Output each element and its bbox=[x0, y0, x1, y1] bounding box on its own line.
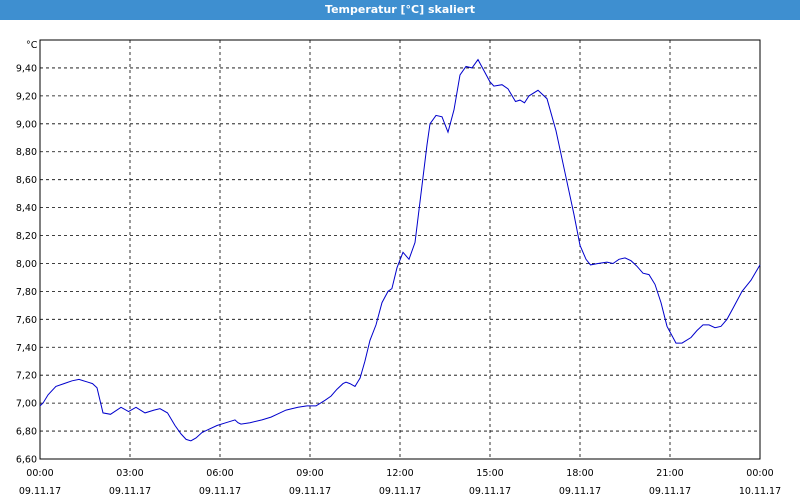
x-tick-time-label: 12:00 bbox=[386, 468, 413, 479]
x-tick-time-label: 00:00 bbox=[26, 468, 53, 479]
y-tick-label: 7,20 bbox=[16, 371, 37, 382]
y-tick-label: 7,40 bbox=[16, 343, 37, 354]
y-tick-label: 6,80 bbox=[16, 427, 37, 438]
x-tick-labels: 00:00 09.11.17 03:00 09.11.17 06:00 09.11.17 0… bbox=[19, 468, 781, 497]
y-axis-unit-label: °C bbox=[26, 40, 38, 51]
y-tick-label: 8,60 bbox=[16, 175, 37, 186]
x-tick-date-label: 09.11.17 bbox=[559, 486, 601, 497]
y-tick-labels: 6,60 6,80 7,00 7,20 7,40 7,60 7,80 8,00 8,20 8,40… bbox=[16, 63, 37, 465]
plot-frame bbox=[39, 39, 761, 460]
y-tick-label: 7,00 bbox=[16, 399, 37, 410]
x-tick-time-label: 00:00 bbox=[746, 468, 773, 479]
y-tick-label: 9,20 bbox=[16, 91, 37, 102]
x-tick-time-label: 15:00 bbox=[476, 468, 503, 479]
x-tick-date-label: 09.11.17 bbox=[109, 486, 151, 497]
grid-lines bbox=[40, 40, 760, 459]
temperature-series-line bbox=[39, 58, 761, 442]
x-tick-date-label: 09.11.17 bbox=[199, 486, 241, 497]
x-tick-date-label: 09.11.17 bbox=[19, 486, 61, 497]
y-tick-label: 7,80 bbox=[16, 287, 37, 298]
y-tick-label: 8,00 bbox=[16, 259, 37, 270]
y-tick-label: 9,00 bbox=[16, 119, 37, 130]
x-tick-time-label: 06:00 bbox=[206, 468, 233, 479]
x-tick-date-label: 09.11.17 bbox=[469, 486, 511, 497]
x-tick-date-label: 09.11.17 bbox=[289, 486, 331, 497]
x-tick-time-label: 21:00 bbox=[656, 468, 683, 479]
x-tick-time-label: 03:00 bbox=[116, 468, 143, 479]
y-tick-label: 8,20 bbox=[16, 231, 37, 242]
chart-title: Temperatur [°C] skaliert bbox=[0, 0, 800, 20]
x-tick-time-label: 09:00 bbox=[296, 468, 323, 479]
y-tick-label: 8,40 bbox=[16, 203, 37, 214]
y-tick-label: 6,60 bbox=[16, 455, 37, 466]
y-tick-label: 8,80 bbox=[16, 147, 37, 158]
x-tick-date-label: 09.11.17 bbox=[379, 486, 421, 497]
y-tick-label: 7,60 bbox=[16, 315, 37, 326]
x-tick-date-label: 10.11.17 bbox=[739, 486, 781, 497]
y-tick-label: 9,40 bbox=[16, 63, 37, 74]
chart-canvas: °C 6,60 6,80 7,00 7,20 7,40 7,60 7,80 8,00 8,20 8… bbox=[16, 39, 781, 497]
x-tick-date-label: 09.11.17 bbox=[649, 486, 691, 497]
x-tick-time-label: 18:00 bbox=[566, 468, 593, 479]
